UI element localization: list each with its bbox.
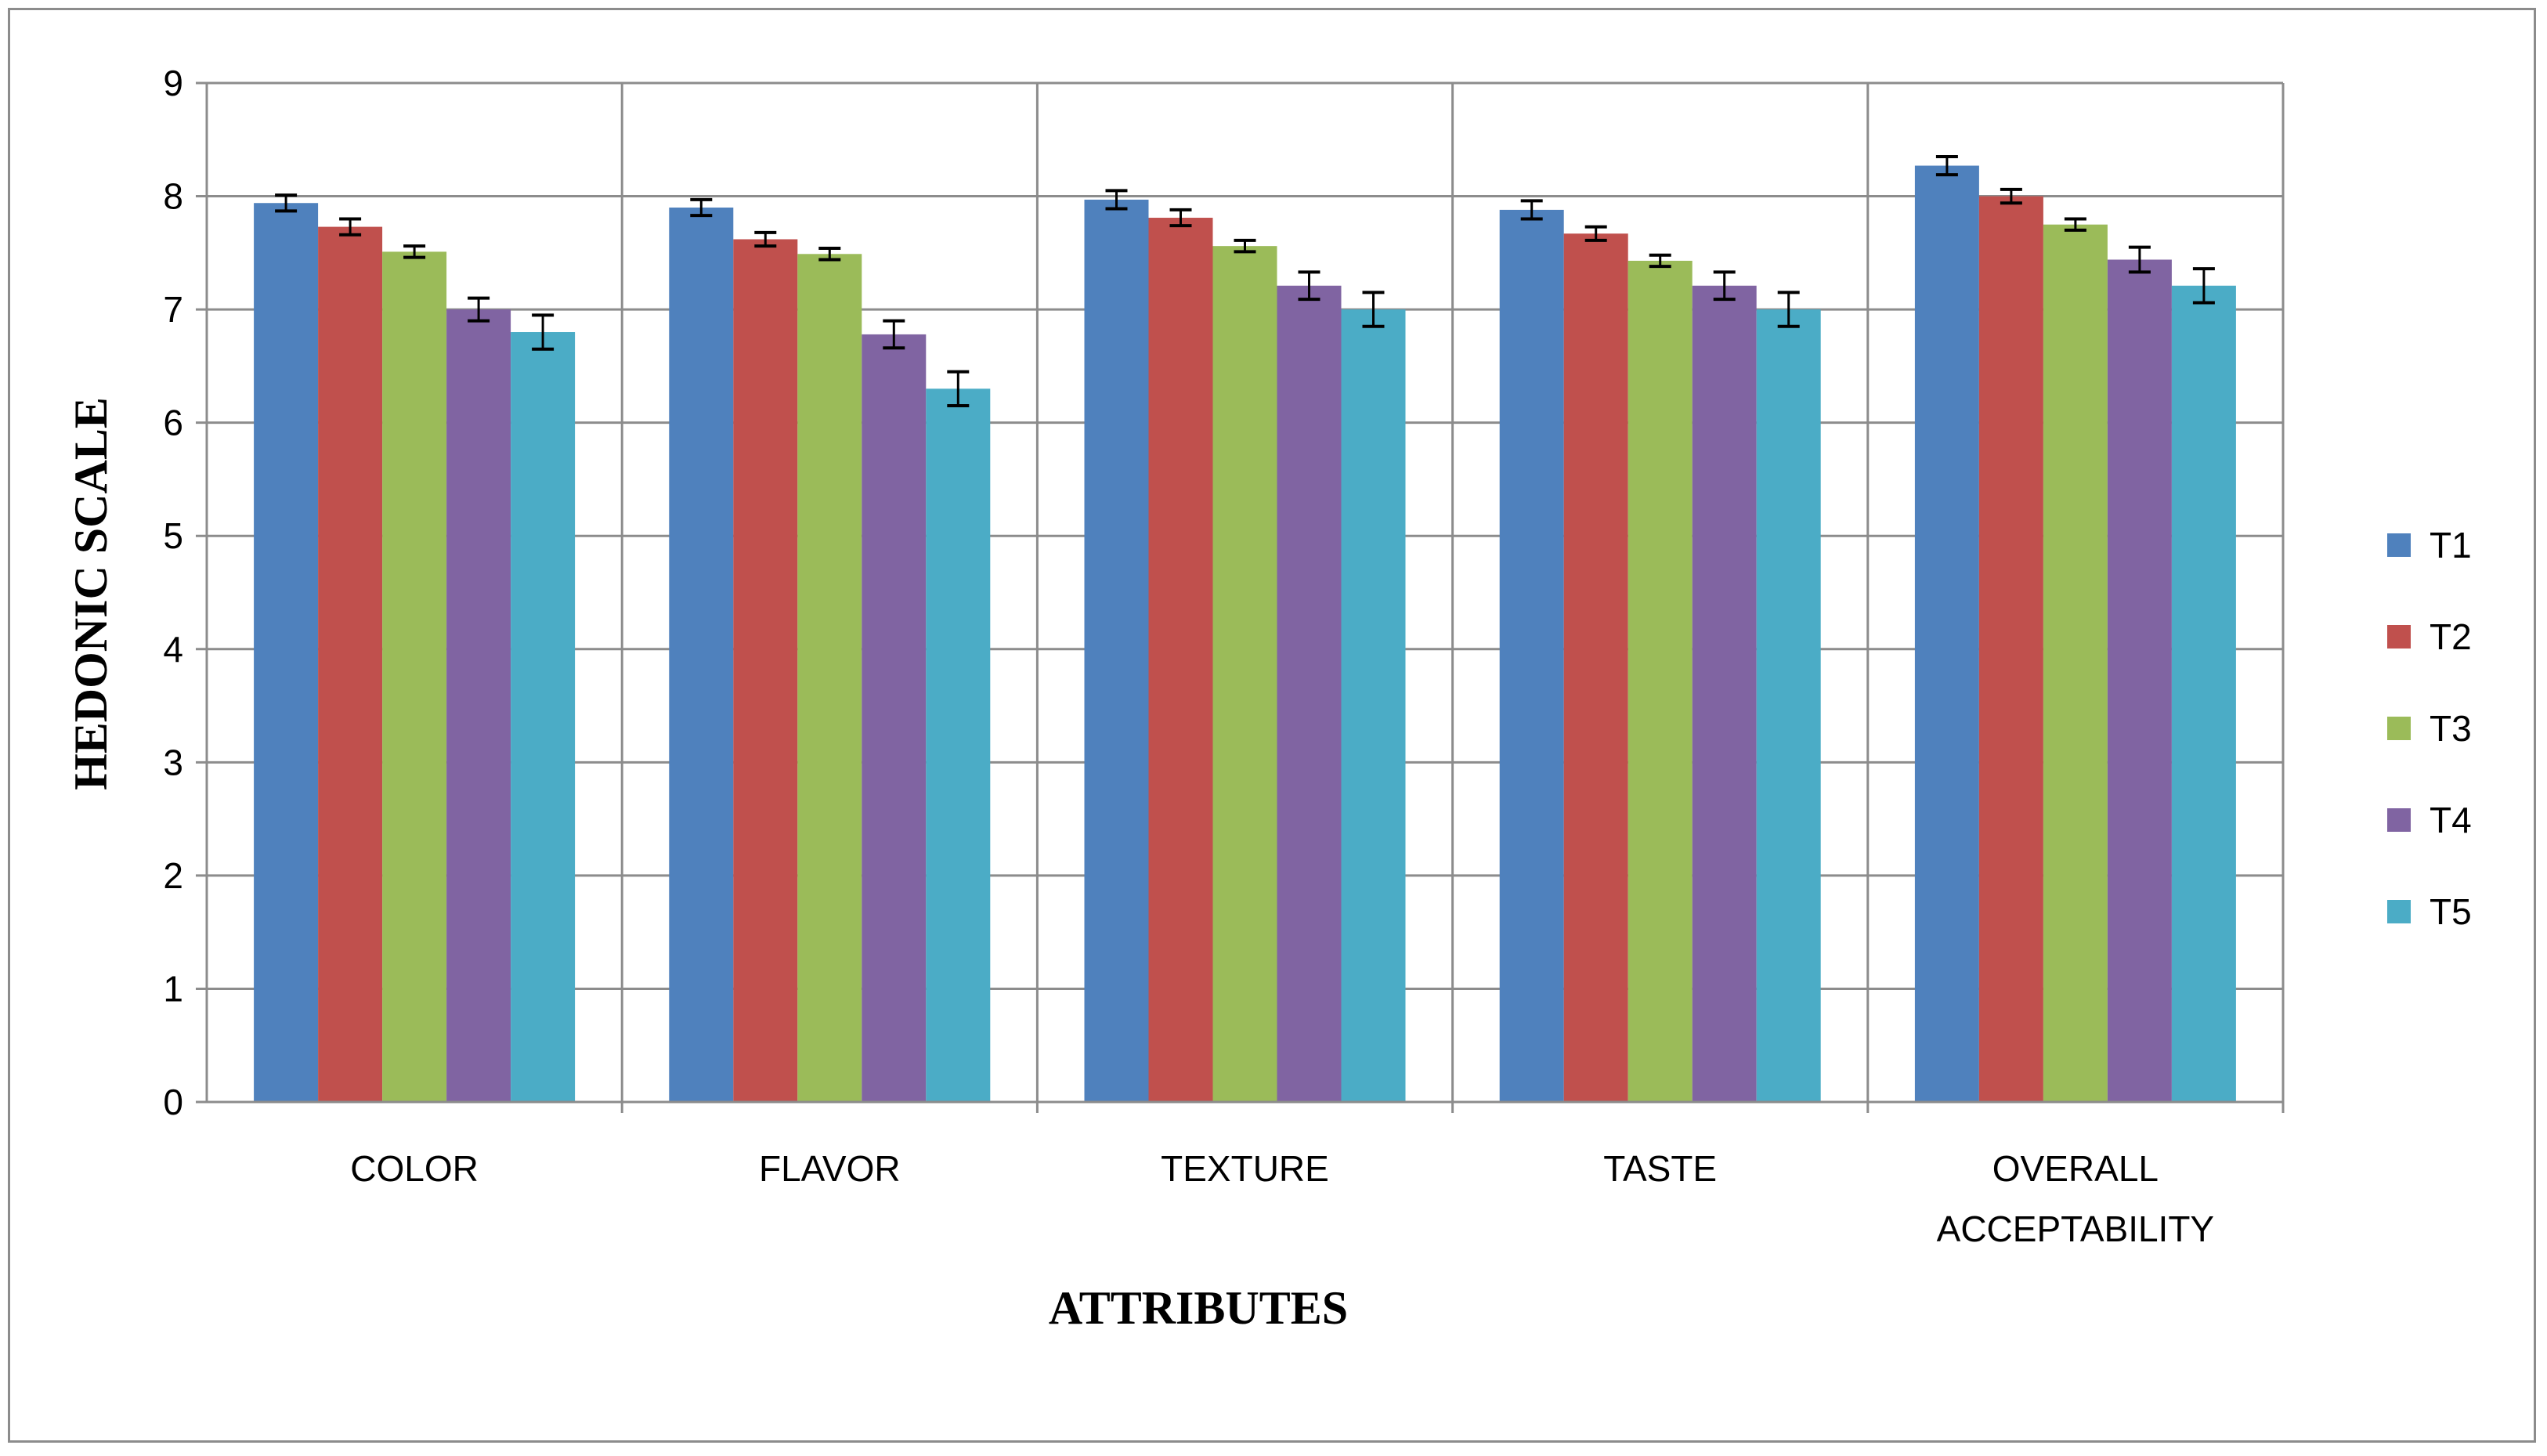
y-tick-label: 1 [163,968,183,1009]
bar-t1 [669,208,734,1102]
chart-frame [8,8,2536,1443]
legend-label: T2 [2430,616,2472,657]
error-bar [1169,208,1192,228]
error-bar [1713,270,1736,302]
error-bar [690,197,713,218]
legend-label: T5 [2430,891,2472,932]
bar-t5 [511,332,576,1102]
legend-swatch [2387,900,2411,923]
error-bar [2000,187,2022,205]
y-tick-label: 0 [163,1082,183,1122]
error-bar [1105,189,1128,211]
legend-item-t1: T1 [2387,525,2472,565]
bar-t4 [1692,285,1757,1103]
bar-t2 [733,239,798,1102]
x-tick-label: ACCEPTABILITY [1937,1209,2214,1249]
error-bar [947,370,970,407]
bar-t2 [1148,218,1213,1102]
error-bar [339,217,362,237]
error-bar [1234,238,1256,254]
error-bar [2192,267,2215,305]
x-axis-title: ATTRIBUTES [1049,1282,1348,1334]
y-tick-label: 7 [163,289,183,330]
x-tick-label: OVERALL [1992,1148,2159,1189]
error-bar [754,230,777,248]
x-tick-label: TEXTURE [1161,1148,1329,1189]
bar-t4 [1277,285,1342,1103]
bar-t4 [2107,259,2172,1103]
legend-item-t2: T2 [2387,616,2472,657]
bar-t1 [1084,199,1149,1103]
legend-item-t4: T4 [2387,800,2472,840]
x-tick-labels: COLOR FLAVOR TEXTURE TASTE OVERALL ACCEPTABIL… [350,1148,2214,1249]
x-tick-label: FLAVOR [759,1148,901,1189]
bar-t1 [1499,209,1564,1102]
bar-t2 [1563,233,1628,1102]
axes [205,83,2283,1104]
bar-t3 [1628,260,1693,1103]
error-bar [468,296,490,323]
legend-swatch [2387,533,2411,557]
error-bar [1362,291,1385,328]
error-bar [1520,199,1543,221]
bar-t3 [382,251,447,1102]
error-bar [818,247,841,262]
bar-t2 [318,226,383,1102]
bar-t3 [797,254,862,1102]
bar-t5 [1341,309,1406,1103]
legend-label: T1 [2430,525,2472,565]
bar-t1 [1914,165,1979,1103]
y-axis-title: HEDONIC SCALE [65,397,117,790]
error-bar [2128,245,2151,274]
error-bar [403,244,426,259]
bar-t3 [1212,246,1277,1102]
y-tick-label: 6 [163,403,183,443]
y-tick-label: 8 [163,176,183,217]
legend-label: T4 [2430,800,2472,840]
y-tick-label: 2 [163,855,183,896]
bar-t2 [1978,196,2043,1103]
x-tick-label: TASTE [1603,1148,1717,1189]
legend-label: T3 [2430,708,2472,749]
y-tick-label: 9 [163,63,183,103]
error-bar [883,319,905,350]
legend-item-t5: T5 [2387,891,2472,932]
y-tick-label: 4 [163,629,183,670]
bar-t5 [1756,309,1821,1103]
y-tick-labels: 0 1 2 3 4 5 6 7 8 9 [163,63,183,1122]
bar-t5 [2171,285,2236,1103]
error-bar [1298,270,1320,302]
x-tick-label: COLOR [350,1148,479,1189]
error-bar [275,193,298,213]
bar-t3 [2043,224,2108,1102]
bar-t4 [446,309,511,1103]
bars [254,165,2236,1103]
legend-swatch [2387,625,2411,649]
error-bar [1584,225,1607,242]
error-bar [532,313,555,351]
error-bar [1777,291,1800,328]
y-tick-label: 3 [163,742,183,782]
error-bar [1649,253,1671,269]
error-bar [1935,154,1958,177]
legend-item-t3: T3 [2387,708,2472,749]
bar-t5 [926,388,991,1102]
bar-t4 [862,334,927,1102]
bar-t1 [254,203,319,1102]
legend-swatch [2387,808,2411,832]
y-tick-label: 5 [163,515,183,556]
legend-swatch [2387,717,2411,740]
legend: T1 T2 T3 T4 T5 [2387,525,2472,932]
error-bars [275,154,2215,407]
error-bar [2064,217,2086,232]
